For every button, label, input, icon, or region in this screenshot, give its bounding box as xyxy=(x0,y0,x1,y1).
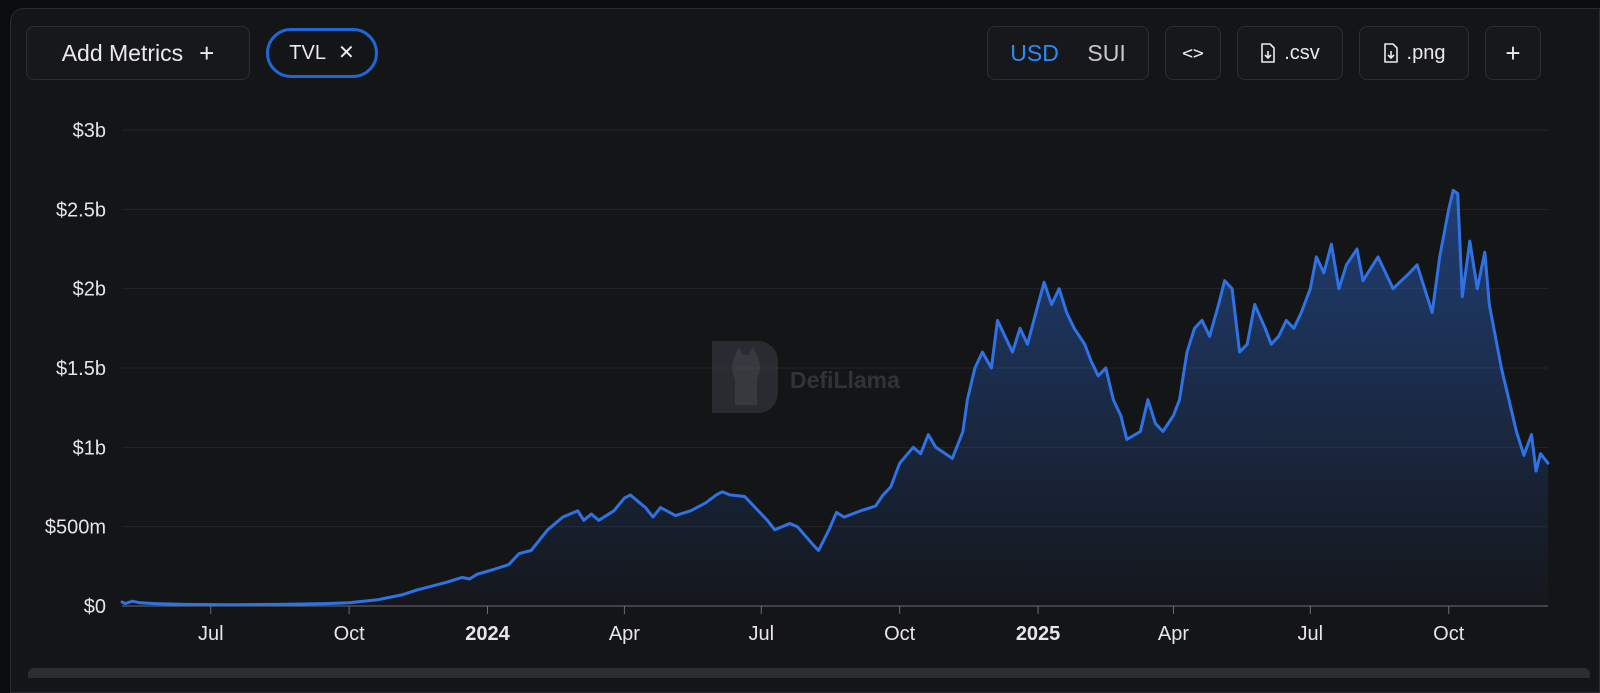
chart-toolbar: Add Metrics + TVL ✕ USD SUI <> .csv .p xyxy=(11,9,1599,89)
tvl-area xyxy=(122,190,1548,607)
x-tick-label: Jul xyxy=(1298,623,1324,645)
horizontal-scrollbar[interactable] xyxy=(28,668,1590,678)
y-tick-label: $0 xyxy=(84,596,106,618)
x-tick-label: Apr xyxy=(1158,623,1189,645)
x-tick-label: Jul xyxy=(749,623,775,645)
watermark-text: DefiLlama xyxy=(790,367,900,393)
code-icon: <> xyxy=(1182,42,1204,64)
add-metrics-button[interactable]: Add Metrics + xyxy=(26,26,250,80)
download-csv-button[interactable]: .csv xyxy=(1237,26,1343,80)
more-options-button[interactable]: + xyxy=(1485,26,1541,80)
file-download-icon xyxy=(1261,43,1276,63)
defillama-watermark: DefiLlama xyxy=(712,341,900,413)
x-axis: Jul Oct 2024 Apr Jul Oct 2025 Apr Jul Oct xyxy=(198,606,1465,645)
tvl-metric-pill[interactable]: TVL ✕ xyxy=(266,28,378,78)
y-tick-label: $2b xyxy=(73,279,106,301)
currency-usd-option[interactable]: USD xyxy=(1010,39,1059,66)
x-tick-label: Oct xyxy=(884,623,916,645)
x-tick-label: Oct xyxy=(334,623,366,645)
x-tick-label: 2025 xyxy=(1016,623,1061,645)
x-tick-label: 2024 xyxy=(465,623,510,645)
x-tick-label: Jul xyxy=(198,623,224,645)
y-tick-label: $2.5b xyxy=(56,199,106,221)
y-tick-label: $3b xyxy=(73,120,106,142)
file-download-icon xyxy=(1383,43,1398,63)
currency-toggle: USD SUI xyxy=(987,26,1149,80)
tvl-pill-label: TVL xyxy=(289,41,326,64)
x-tick-label: Apr xyxy=(609,623,640,645)
close-icon[interactable]: ✕ xyxy=(337,42,355,64)
png-label: .png xyxy=(1406,41,1446,64)
download-png-button[interactable]: .png xyxy=(1359,26,1469,80)
y-axis: $0 $500m $1b $1.5b $2b $2.5b $3b xyxy=(45,120,106,618)
plus-icon: + xyxy=(1505,37,1521,68)
y-tick-label: $1b xyxy=(73,437,106,459)
currency-sui-option[interactable]: SUI xyxy=(1087,39,1126,66)
tvl-line xyxy=(120,188,1550,607)
add-metrics-label: Add Metrics xyxy=(61,39,184,66)
plus-icon: + xyxy=(199,38,215,68)
x-tick-label: Oct xyxy=(1433,623,1465,645)
embed-button[interactable]: <> xyxy=(1165,26,1221,80)
csv-label: .csv xyxy=(1284,41,1320,64)
y-tick-label: $1.5b xyxy=(56,358,106,380)
y-tick-label: $500m xyxy=(45,517,106,539)
